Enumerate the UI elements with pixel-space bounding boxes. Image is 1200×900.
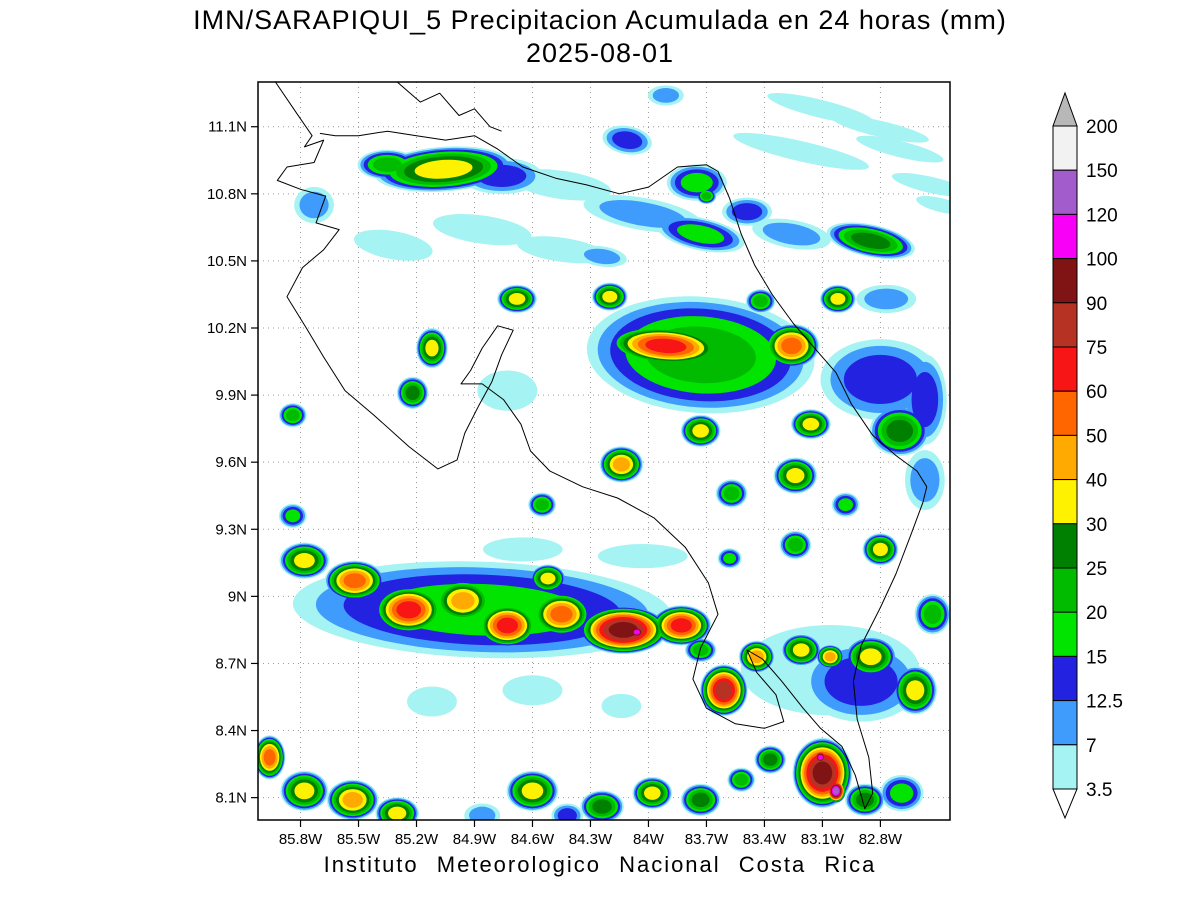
colorbar-legend: 200 150 120 100 90 75 60 50 40 30 25 20 15 12.5 7 3.5	[1052, 91, 1123, 820]
colorbar-label: 12.5	[1086, 692, 1123, 713]
y-tick-label: 10.2N	[207, 320, 247, 337]
colorbar-label: 20	[1086, 603, 1107, 624]
y-tick-label: 9.6N	[215, 454, 247, 471]
x-tick-label: 85.5W	[337, 831, 381, 848]
colorbar-label: 60	[1086, 382, 1107, 403]
colorbar-label: 150	[1086, 161, 1118, 182]
colorbar-label: 90	[1086, 294, 1107, 315]
y-tick-label: 9.3N	[215, 521, 247, 538]
y-tick-label: 10.8N	[207, 186, 247, 203]
chart-title-line2: 2025-08-01	[525, 38, 675, 68]
colorbar-label: 100	[1086, 250, 1118, 271]
x-tick-label: 85.8W	[279, 831, 323, 848]
colorbar-label: 3.5	[1086, 780, 1112, 801]
x-tick-label: 83.7W	[685, 831, 729, 848]
footer-credit: Instituto Meteorologico Nacional Costa R…	[323, 852, 877, 877]
x-tick-label: 83.1W	[801, 831, 845, 848]
chart-title-line1: IMN/SARAPIQUI_5 Precipitacion Acumulada …	[193, 5, 1007, 35]
chart-title: IMN/SARAPIQUI_5 Precipitacion Acumulada …	[0, 4, 1200, 70]
map-frame	[257, 81, 951, 821]
y-tick-label: 9N	[228, 588, 247, 605]
coastline	[274, 82, 928, 810]
colorbar-arrow-top	[1052, 91, 1078, 127]
colorbar-label: 120	[1086, 205, 1118, 226]
colorbar-label: 200	[1086, 117, 1118, 138]
colorbar-label: 75	[1086, 338, 1107, 359]
y-tick-label: 8.1N	[215, 790, 247, 807]
x-tick-label: 84.9W	[453, 831, 497, 848]
x-tick-label: 83.4W	[743, 831, 787, 848]
colorbar-label: 7	[1086, 736, 1097, 757]
x-tick-label: 84.3W	[569, 831, 613, 848]
y-tick-label: 8.4N	[215, 723, 247, 740]
x-tick-label: 84W	[633, 831, 665, 848]
x-tick-label: 85.2W	[395, 831, 439, 848]
y-tick-label: 9.9N	[215, 387, 247, 404]
y-tick-label: 8.7N	[215, 655, 247, 672]
y-tick-label: 11.1N	[208, 119, 247, 136]
colorbar-label: 50	[1086, 426, 1107, 447]
colorbar-label: 15	[1086, 647, 1107, 668]
colorbar-label: 25	[1086, 559, 1107, 580]
x-tick-label: 84.6W	[511, 831, 555, 848]
colorbar-arrow-bottom	[1052, 788, 1078, 820]
precipitation-map: 85.8W 85.5W 85.2W 84.9W 84.6W 84.3W 84W 83.7W 83…	[207, 81, 1123, 848]
colorbar-label: 30	[1086, 515, 1107, 536]
colorbar-label: 40	[1086, 471, 1107, 492]
precipitation-field	[258, 85, 950, 820]
x-tick-label: 82.8W	[859, 831, 903, 848]
y-tick-label: 10.5N	[207, 253, 247, 270]
